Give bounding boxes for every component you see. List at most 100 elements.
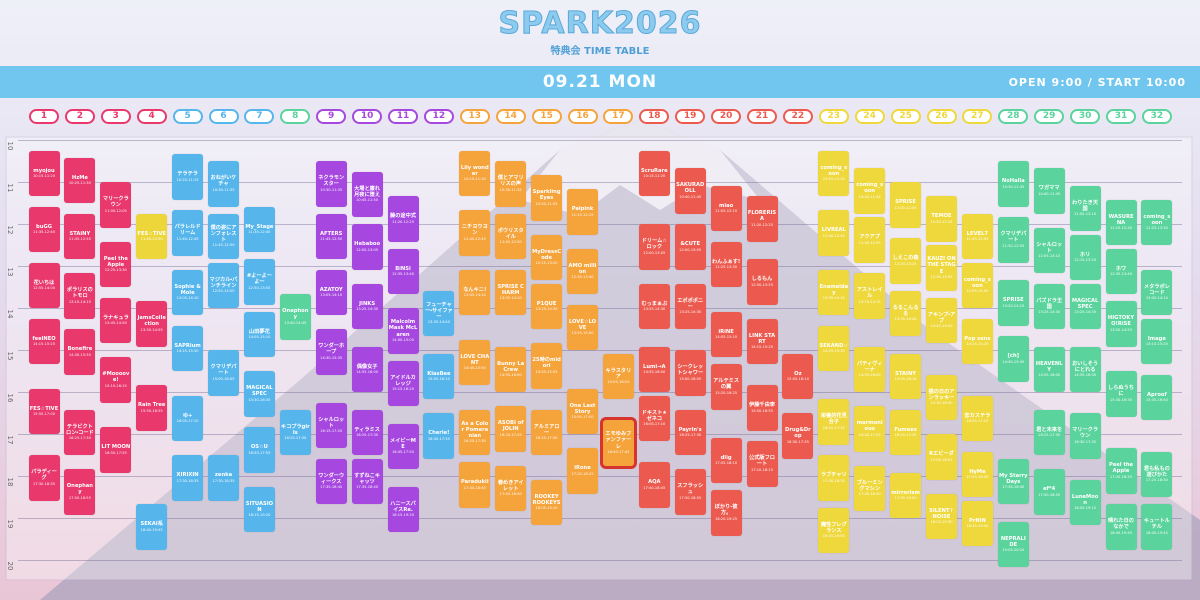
stage-number: 15 — [531, 109, 562, 124]
stage-number: 30 — [1070, 109, 1101, 124]
artist-name: 恋カステラ — [964, 412, 991, 419]
slot: dlig 17:05-18:10 — [710, 437, 742, 483]
slot-time: 13:05-14:10 — [1145, 296, 1168, 301]
slot-time: 16:30-17:35 — [786, 439, 809, 444]
artist-name: Sophie & Mole — [174, 283, 201, 296]
artist-name: Drug&Drop — [785, 427, 811, 440]
artist-name: Bunny La Crew — [497, 360, 525, 373]
hour-line — [18, 392, 1182, 393]
slot-time: 14:05-15:10 — [715, 335, 738, 340]
slot: エモゆみファンファーレ 16:40-17:45 — [599, 417, 637, 469]
slot-time: 11:45-12:50 — [499, 240, 522, 245]
artist-name: HIGTOKYO!RiSE — [1107, 315, 1135, 328]
artist-name: アルテミスの翼 — [713, 378, 740, 391]
artist-name: FES☆TIVE — [137, 230, 166, 237]
hour-label: 12 — [6, 225, 14, 235]
artist-name: SPRISE — [1002, 297, 1024, 304]
artist-name: LuneMoon — [1071, 493, 1099, 506]
artist-name: marmonious — [856, 420, 883, 433]
slot: LIVREAL 11:40-12:45 — [818, 210, 850, 256]
slot-time: 10:15-11:20 — [463, 177, 486, 182]
artist-name: Enamelday — [819, 283, 849, 296]
artist-name: キュートルチル — [1143, 518, 1170, 531]
slot-time: 15:50-16:55 — [750, 408, 773, 413]
slot: Paradukii 17:40-18:45 — [459, 462, 491, 508]
stage-number: 20 — [711, 109, 742, 124]
artist-name: 花いちは — [33, 279, 55, 286]
slot: mirrorism 17:55-19:00 — [890, 472, 922, 518]
artist-name: One Last Story — [569, 402, 596, 415]
artist-name: ハニースパイスRe. — [390, 500, 416, 513]
artist-name: SILENT↑NOISE — [929, 507, 954, 520]
artist-name: フューチャー・サイファー — [425, 301, 453, 321]
stage-number: 23 — [818, 109, 849, 124]
slot-time: 16:15-17:20 — [320, 429, 343, 434]
slot-time: 17:40-18:45 — [643, 485, 666, 490]
artist-name: 猫の日のアンラッキー — [928, 388, 955, 401]
slot: マジカル・パンチライン 12:55-14:00 — [208, 262, 239, 308]
artist-name: Sparkling Eyes — [532, 189, 561, 202]
artist-name: 25時のmidori — [532, 357, 561, 370]
hour-label: 15 — [6, 351, 14, 361]
artist-name: わりたき天国 — [1072, 199, 1099, 212]
artist-name: zenka — [214, 472, 233, 479]
slot-time: 16:30-17:35 — [427, 436, 450, 441]
slot: むっまぁぶ 13:25-14:30 — [638, 283, 670, 329]
stage-number: 28 — [998, 109, 1029, 124]
slot: WASURENA 11:25-12:30 — [1105, 199, 1137, 245]
slot: ポラリスのトモロ 13:10-14:15 — [64, 273, 96, 319]
slot: ニチヨウヨン 11:40-12:45 — [459, 210, 491, 256]
slot-time: 10:25-11:30 — [68, 181, 91, 186]
artist-name: feelNEO — [32, 335, 56, 342]
slot: マリークラウン 16:30-17:35 — [1069, 413, 1101, 459]
artist-name: Cherie! — [428, 430, 450, 437]
slot-time: 13:25-14:30 — [535, 307, 558, 312]
slot-time: 17:35-18:40 — [320, 485, 343, 490]
artist-name: Aproof — [1147, 391, 1167, 398]
slot: しらぬうちに 15:30-16:35 — [1105, 371, 1137, 417]
slot: #よーよーよー 12:50-13:55 — [243, 259, 275, 305]
artist-name: ぼかり-彼方。 — [714, 504, 738, 517]
slot-time: 12:20-13:25 — [894, 261, 917, 266]
artist-name: KAUZI ON THE STAGE — [927, 256, 956, 275]
slot: HzMe 10:25-11:30 — [64, 157, 96, 203]
slot-time: 18:05-19:10 — [1074, 506, 1097, 511]
slot: ROOKEY ROOKEYS 18:05-19:10 — [531, 479, 563, 525]
artist-name: coming_soon — [820, 164, 848, 177]
slot-time: 13:05-14:10 — [320, 293, 343, 298]
slot-time: 13:05-14:10 — [499, 296, 522, 301]
date: 09.21 MON — [542, 72, 658, 92]
artist-name: NoHalla — [1001, 178, 1025, 185]
artist-name: シャルロット — [1036, 241, 1063, 254]
artist-name: LINK START — [748, 332, 776, 345]
slot-time: 11:00-12:05 — [894, 205, 917, 210]
slot: STAiNY 11:45-12:50 — [64, 213, 96, 259]
slot-time: 12:30-13:35 — [930, 274, 953, 279]
slot-time: 11:40-12:45 — [176, 236, 199, 241]
slot: zenka 17:30-18:35 — [208, 455, 239, 501]
artist-name: メイビーME — [390, 437, 416, 450]
artist-name: AFTERS — [320, 230, 343, 237]
artist-name: SPRISE CHARM — [497, 283, 524, 296]
slot: Sophie & Mole 13:05-14:10 — [172, 269, 204, 315]
slot-time: 14:50-15:55 — [535, 369, 558, 374]
slot-time: 17:35-18:40 — [356, 485, 379, 490]
slot-time: 15:35-16:40 — [1145, 398, 1168, 403]
artist-name: Malcolm Mask McLaren — [388, 319, 418, 338]
slot-time: 13:25-14:30 — [1038, 310, 1061, 315]
slot: ティラミス 16:25-17:30 — [351, 409, 383, 455]
slot: NoHalla 10:30-11:35 — [997, 161, 1029, 207]
artist-name: なんキニ! — [463, 286, 487, 293]
slot-time: 13:50-14:55 — [1109, 327, 1132, 332]
slot: ASOBI of JOLIN 16:20-17:25 — [495, 406, 527, 452]
artist-name: 大場と廉れ月夜に堕え — [354, 185, 381, 198]
slot-time: 11:25-12:30 — [1109, 226, 1132, 231]
slot-time: 13:25-14:30 — [643, 307, 666, 312]
slot-time: 17:25-18:30 — [966, 475, 989, 480]
slot: AQA 17:40-18:45 — [638, 462, 670, 508]
slot-time: 16:30-17:35 — [1074, 439, 1097, 444]
slot: Peel the Apple 17:20-18:25 — [1105, 448, 1137, 494]
slot: アルミアロー 16:25-17:30 — [531, 409, 563, 455]
slot: Malcolm Mask McLaren 14:00-15:05 — [387, 308, 419, 354]
slot-time: 12:50-13:55 — [750, 282, 773, 287]
